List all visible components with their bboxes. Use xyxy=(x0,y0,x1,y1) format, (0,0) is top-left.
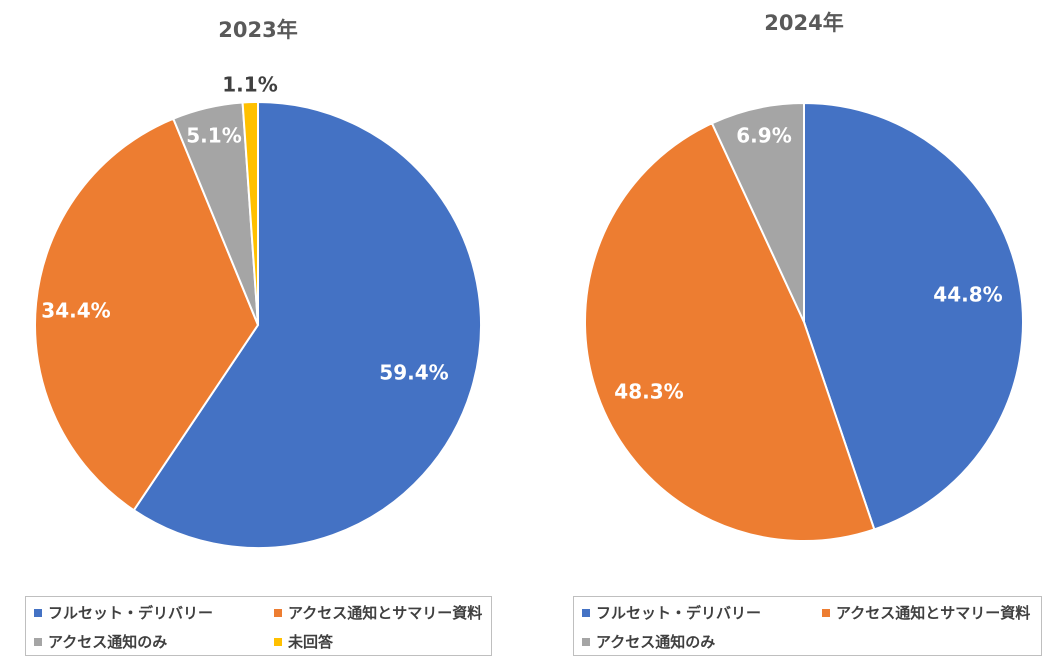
data-label: 34.4% xyxy=(41,299,110,323)
pie-slice xyxy=(34,117,260,512)
pie-chart-1: 2024年 44.8% 48.3% 6.9% xyxy=(584,11,1024,542)
legend-swatch xyxy=(582,608,590,617)
pie-chart-0: 2023年 59.4% 34.4% 5.1% 1.1% xyxy=(34,18,482,549)
legend-label: アクセス通知のみ xyxy=(596,633,716,651)
pie-slice xyxy=(710,101,805,323)
legend-label: アクセス通知とサマリー資料 xyxy=(288,604,483,622)
data-label: 1.1% xyxy=(222,73,277,97)
legend-label: フルセット・デリバリー xyxy=(596,604,762,622)
legend-swatch xyxy=(274,637,282,646)
legend-item: フルセット・デリバリー xyxy=(582,602,761,623)
legend-2024: フルセット・デリバリー アクセス通知とサマリー資料アクセス通知のみ xyxy=(573,596,1042,656)
chart-title: 2024年 xyxy=(764,11,843,35)
legend-item: 未回答 xyxy=(274,631,333,652)
legend-label: フルセット・デリバリー xyxy=(48,604,214,622)
legend-swatch xyxy=(34,637,42,646)
data-label: 44.8% xyxy=(933,283,1002,307)
legend-item: アクセス通知とサマリー資料 xyxy=(274,602,482,623)
legend-item: フルセット・デリバリー xyxy=(34,602,213,623)
pie-slice xyxy=(132,100,482,549)
pie-slice xyxy=(584,121,876,542)
chart-title: 2023年 xyxy=(218,18,297,42)
data-label: 6.9% xyxy=(736,124,791,148)
data-label: 48.3% xyxy=(614,380,683,404)
pie-slice xyxy=(803,101,1024,531)
legend-swatch xyxy=(822,608,830,617)
legend-swatch xyxy=(34,608,42,617)
legend-swatch xyxy=(274,608,282,617)
legend-item: アクセス通知のみ xyxy=(582,631,715,652)
legend-swatch xyxy=(582,637,590,646)
legend-2023: フルセット・デリバリー アクセス通知とサマリー資料アクセス通知のみ 未回答 xyxy=(25,596,492,656)
pie-slice xyxy=(241,100,259,326)
legend-item: アクセス通知とサマリー資料 xyxy=(822,602,1030,623)
data-label: 5.1% xyxy=(186,124,241,148)
legend-label: 未回答 xyxy=(288,633,334,651)
legend-item: アクセス通知のみ xyxy=(34,631,167,652)
legend-label: アクセス通知のみ xyxy=(48,633,168,651)
data-label: 59.4% xyxy=(379,361,448,385)
legend-label: アクセス通知とサマリー資料 xyxy=(836,604,1031,622)
